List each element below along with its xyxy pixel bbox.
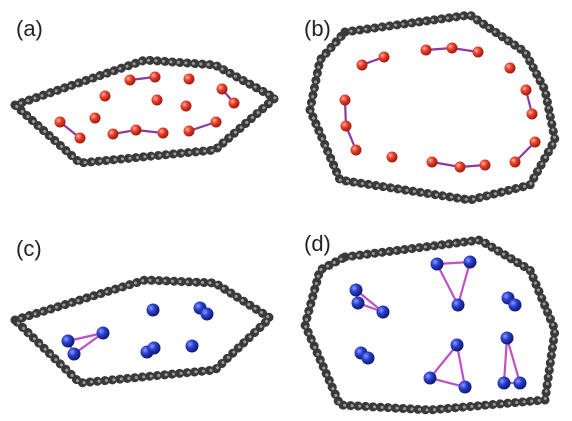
atom: [130, 124, 142, 136]
atom: [61, 334, 75, 348]
atom: [497, 376, 511, 390]
atoms: [61, 301, 214, 361]
bond: [66, 331, 104, 356]
atom: [479, 159, 491, 171]
atom: [529, 136, 541, 148]
atom: [378, 51, 390, 63]
atom: [180, 100, 192, 112]
atom: [339, 94, 351, 106]
chain: [305, 10, 560, 205]
atom: [210, 116, 222, 128]
atoms: [349, 255, 527, 394]
atoms: [339, 42, 541, 173]
atom: [451, 298, 465, 312]
atom: [96, 326, 110, 340]
atom: [356, 59, 368, 71]
atom: [454, 161, 466, 173]
atom: [361, 351, 375, 365]
atom: [74, 132, 86, 144]
atom: [107, 128, 119, 140]
bonds: [354, 260, 522, 389]
atom: [54, 116, 66, 128]
atom: [350, 144, 362, 156]
panel-label: (c): [16, 236, 42, 261]
atom: [157, 127, 169, 139]
atom: [151, 94, 163, 106]
atom: [526, 108, 538, 120]
bond: [354, 287, 384, 314]
panel-label: (b): [304, 16, 331, 41]
atom: [349, 283, 363, 297]
atom: [446, 42, 458, 54]
atom: [420, 44, 432, 56]
panel-b: (b): [304, 10, 560, 205]
atom: [430, 257, 444, 271]
atom: [124, 74, 136, 86]
atom: [504, 62, 516, 74]
atom: [89, 112, 101, 124]
atom: [185, 339, 199, 353]
atom: [228, 97, 240, 109]
atom: [149, 71, 161, 83]
chain-highlight: [12, 58, 278, 165]
atoms: [54, 71, 240, 144]
atom: [351, 296, 365, 310]
atom: [99, 90, 111, 102]
atom: [183, 73, 195, 85]
atom: [146, 303, 160, 317]
panel-label: (a): [16, 16, 43, 41]
atom: [472, 46, 484, 58]
chain-highlight: [308, 13, 557, 202]
bond: [435, 260, 472, 309]
atom: [509, 156, 521, 168]
chain: [10, 275, 275, 388]
atom: [508, 298, 522, 312]
atom: [386, 151, 398, 163]
atom: [458, 380, 472, 394]
atom: [423, 371, 437, 385]
atom: [463, 255, 477, 269]
atom: [513, 376, 527, 390]
atom: [450, 338, 464, 352]
atom: [216, 83, 228, 95]
atom: [67, 347, 81, 361]
atom: [376, 305, 390, 319]
atom: [200, 307, 214, 321]
atom: [520, 84, 532, 96]
bond: [502, 337, 522, 385]
bonds: [59, 75, 235, 139]
panel-a: (a): [10, 16, 280, 168]
bond: [428, 342, 467, 389]
panel-d: (d): [300, 231, 560, 415]
chain-highlight: [303, 238, 557, 412]
atom: [426, 156, 438, 168]
atom: [147, 341, 161, 355]
atom: [183, 125, 195, 137]
panel-label: (d): [304, 231, 331, 256]
atom: [340, 120, 352, 132]
panel-c: (c): [10, 236, 275, 388]
atom: [500, 331, 514, 345]
